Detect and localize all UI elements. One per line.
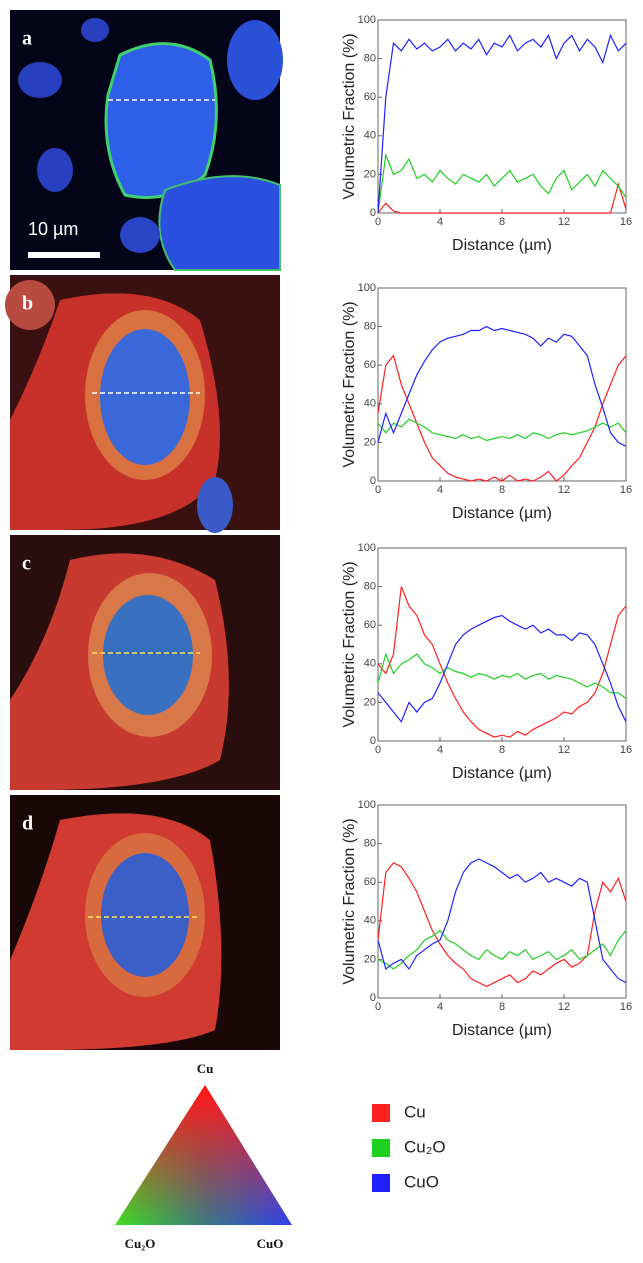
y-tick-label: 0 (370, 992, 376, 1004)
series-line (377, 652, 627, 699)
y-tick-label: 80 (364, 838, 376, 850)
x-tick-label: 4 (437, 484, 443, 496)
chart: 0 20 40 60 80 100 0 4 8 12 16 Distance (µm) Volumetr… (341, 14, 632, 254)
x-tick-label: 4 (437, 216, 443, 228)
series-line (377, 862, 627, 988)
y-tick-label: 40 (364, 658, 376, 670)
y-axis-label: Volumetric Fraction (%) (341, 561, 358, 727)
y-tick-label: 40 (364, 130, 376, 142)
x-axis-label: Distance (µm) (452, 1022, 552, 1039)
y-tick-label: 100 (358, 14, 376, 26)
y-axis-label: Volumetric Fraction (%) (341, 301, 358, 467)
y-tick-label: 60 (364, 619, 376, 631)
chart: 0 20 40 60 80 100 0 4 8 12 16 Distance (µm) Volumetr… (341, 799, 632, 1039)
y-tick-label: 80 (364, 53, 376, 65)
x-tick-label: 8 (499, 744, 505, 756)
map-d: d (10, 795, 280, 1050)
panel-label: d (22, 813, 33, 835)
series-line (377, 858, 627, 984)
y-axis-label: Volumetric Fraction (%) (341, 33, 358, 199)
y-tick-label: 0 (370, 735, 376, 747)
plot-frame (377, 547, 627, 742)
panel-label: c (22, 553, 31, 575)
x-tick-label: 8 (499, 484, 505, 496)
y-tick-label: 60 (364, 91, 376, 103)
map-a: 10 µm a (10, 10, 283, 271)
y-tick-label: 20 (364, 953, 376, 965)
ternary-label: Cu (197, 1061, 214, 1076)
legend-label: CuO (404, 1172, 439, 1191)
x-tick-label: 0 (375, 216, 381, 228)
x-tick-label: 12 (558, 484, 570, 496)
map-c: c (10, 535, 280, 790)
y-tick-label: 20 (364, 696, 376, 708)
x-axis-label: Distance (µm) (452, 505, 552, 522)
x-tick-label: 16 (620, 216, 632, 228)
y-axis-label: Volumetric Fraction (%) (341, 818, 358, 984)
series-line (377, 325, 627, 447)
legend-label: Cu₂O (404, 1137, 446, 1156)
series-line (377, 929, 627, 970)
series-line (377, 354, 627, 482)
series-line (377, 614, 627, 723)
x-tick-label: 8 (499, 1001, 505, 1013)
x-tick-label: 12 (558, 216, 570, 228)
plot-frame (377, 804, 627, 999)
y-tick-label: 100 (358, 799, 376, 811)
y-tick-label: 40 (364, 915, 376, 927)
x-tick-label: 4 (437, 1001, 443, 1013)
y-tick-label: 40 (364, 398, 376, 410)
map-b: b (5, 275, 280, 533)
y-tick-label: 100 (358, 282, 376, 294)
y-tick-label: 100 (358, 542, 376, 554)
legend-swatch (372, 1174, 390, 1192)
x-axis-label: Distance (µm) (452, 765, 552, 782)
series-line (377, 152, 627, 214)
y-tick-label: 60 (364, 876, 376, 888)
x-tick-label: 8 (499, 216, 505, 228)
series-line (377, 181, 627, 214)
legend-swatch (372, 1139, 390, 1157)
ternary-label: CuO (257, 1236, 284, 1251)
x-tick-label: 0 (375, 484, 381, 496)
plot-frame (377, 287, 627, 482)
scale-bar-label: 10 µm (28, 219, 78, 239)
y-tick-label: 60 (364, 359, 376, 371)
series-line (377, 586, 627, 738)
ternary-key: Cu Cu₂O CuO (115, 1061, 292, 1251)
ternary-label: Cu₂O (125, 1236, 156, 1251)
x-tick-label: 4 (437, 744, 443, 756)
y-tick-label: 80 (364, 321, 376, 333)
x-tick-label: 0 (375, 1001, 381, 1013)
plot-frame (377, 19, 627, 214)
y-tick-label: 20 (364, 436, 376, 448)
legend-swatch (372, 1104, 390, 1122)
x-tick-label: 16 (620, 484, 632, 496)
y-tick-label: 20 (364, 168, 376, 180)
x-tick-label: 16 (620, 1001, 632, 1013)
panel-label: b (22, 293, 33, 315)
x-tick-label: 12 (558, 1001, 570, 1013)
y-tick-label: 80 (364, 581, 376, 593)
y-tick-label: 0 (370, 475, 376, 487)
legend: Cu Cu₂O CuO (372, 1102, 446, 1192)
panel-label: a (22, 28, 32, 50)
legend-label: Cu (404, 1102, 426, 1121)
y-tick-label: 0 (370, 207, 376, 219)
x-tick-label: 12 (558, 744, 570, 756)
chart: 0 20 40 60 80 100 0 4 8 12 16 Distance (µm) Volumetr… (341, 282, 632, 522)
series-line (377, 418, 627, 442)
series-line (377, 33, 627, 214)
chart: 0 20 40 60 80 100 0 4 8 12 16 Distance (µm) Volumetr… (341, 542, 632, 782)
x-tick-label: 0 (375, 744, 381, 756)
x-tick-label: 16 (620, 744, 632, 756)
x-axis-label: Distance (µm) (452, 237, 552, 254)
